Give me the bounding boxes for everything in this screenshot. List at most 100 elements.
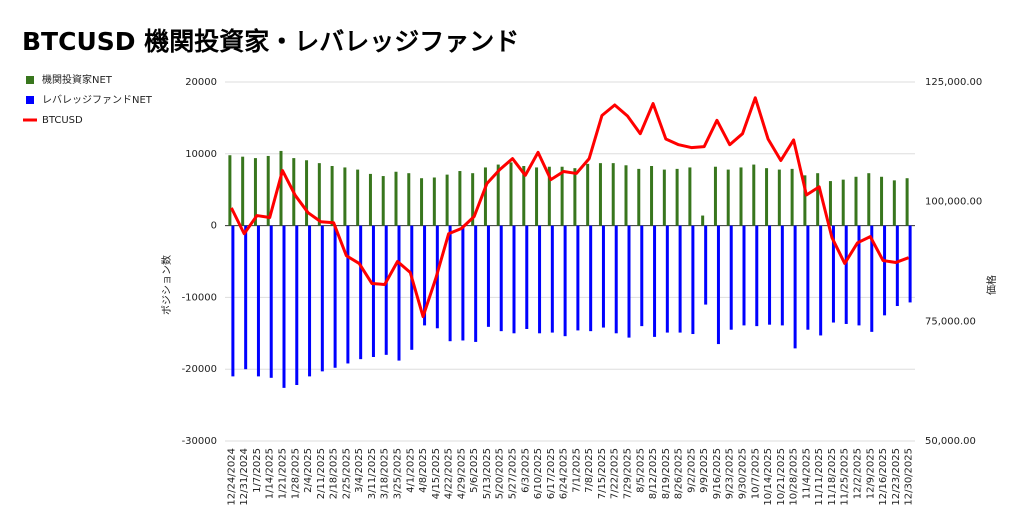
y-tick-label: -20000 (182, 364, 217, 375)
legend-label: レバレッジファンドNET (42, 94, 153, 106)
legend-swatch (26, 76, 34, 84)
bar (870, 225, 874, 332)
x-tick-label: 7/1/2025 (571, 448, 582, 493)
x-tick-label: 11/18/2025 (827, 448, 838, 506)
bar (483, 167, 487, 226)
bar (461, 225, 465, 341)
bar (678, 225, 682, 333)
bar (614, 225, 618, 334)
bar (269, 225, 273, 378)
x-tick-label: 1/28/2025 (290, 448, 301, 499)
bar (228, 155, 232, 226)
bar (384, 225, 388, 355)
x-tick-label: 1/21/2025 (278, 448, 289, 499)
x-tick-label: 12/30/2025 (904, 448, 915, 506)
x-tick-label: 8/26/2025 (674, 448, 685, 499)
bar (765, 168, 769, 226)
x-tick-label: 12/2/2025 (853, 448, 864, 499)
bar (343, 167, 347, 226)
bar (371, 225, 375, 357)
bar (790, 168, 794, 226)
bar (662, 169, 666, 226)
bar (522, 166, 526, 226)
bar (688, 167, 692, 226)
bar (828, 181, 832, 226)
x-tick-label: 4/15/2025 (431, 448, 442, 499)
y2-tick-label: 50,000.00 (925, 436, 976, 447)
bar (883, 225, 887, 316)
bar (726, 169, 730, 226)
bar (611, 163, 615, 226)
bar (432, 177, 436, 226)
x-tick-label: 11/25/2025 (840, 448, 851, 506)
bar (563, 225, 567, 337)
bar (410, 225, 414, 350)
bar (538, 225, 542, 334)
bar (892, 180, 896, 226)
bar (586, 163, 590, 226)
y-tick-label: -30000 (182, 436, 217, 447)
bar (231, 225, 235, 377)
x-tick-label: 4/22/2025 (444, 448, 455, 499)
bar (423, 225, 427, 326)
line (230, 96, 910, 319)
bar (806, 225, 810, 330)
x-tick-label: 4/1/2025 (405, 448, 416, 493)
bar (627, 225, 631, 338)
bar (320, 225, 324, 372)
x-tick-label: 3/18/2025 (380, 448, 391, 499)
x-tick-label: 10/7/2025 (750, 448, 761, 499)
x-tick-label: 12/31/2024 (239, 448, 250, 506)
x-tick-label: 2/25/2025 (341, 448, 352, 499)
bar (458, 171, 462, 226)
bar (841, 179, 845, 226)
bar (308, 225, 312, 377)
x-tick-label: 8/12/2025 (648, 448, 659, 499)
bar (499, 225, 503, 332)
bar (330, 166, 334, 226)
y-tick-label: 20000 (185, 77, 217, 88)
x-tick-label: 6/10/2025 (533, 448, 544, 499)
x-tick-label: 7/15/2025 (597, 448, 608, 499)
bar (819, 225, 823, 336)
x-tick-label: 5/27/2025 (508, 448, 519, 499)
bar (253, 158, 257, 226)
bar (768, 225, 772, 325)
y-axis-label: ポジション数 (160, 255, 173, 315)
bar (831, 225, 835, 323)
x-tick-label: 9/9/2025 (699, 448, 710, 493)
bar (713, 166, 717, 226)
bar (637, 168, 641, 226)
x-tick-label: 10/14/2025 (763, 448, 774, 506)
legend-label: BTCUSD (42, 115, 83, 126)
x-tick-label: 2/18/2025 (329, 448, 340, 499)
bar (905, 178, 909, 226)
x-tick-label: 5/6/2025 (469, 448, 480, 493)
bar (359, 225, 363, 360)
bar (244, 225, 248, 370)
x-tick-label: 10/28/2025 (789, 448, 800, 506)
x-tick-label: 7/29/2025 (623, 448, 634, 499)
bar (867, 173, 871, 226)
bar (474, 225, 478, 342)
bar (589, 225, 593, 332)
x-tick-label: 3/11/2025 (367, 448, 378, 499)
bar (716, 225, 720, 345)
x-tick-label: 7/8/2025 (584, 448, 595, 493)
bar (512, 225, 516, 334)
x-tick-label: 5/20/2025 (495, 448, 506, 499)
bar (471, 173, 475, 226)
y2-tick-label: 125,000.00 (925, 77, 982, 88)
x-tick-label: 1/7/2025 (252, 448, 263, 493)
x-tick-label: 9/30/2025 (738, 448, 749, 499)
bar (665, 225, 669, 333)
bar (535, 167, 539, 226)
x-tick-label: 3/4/2025 (354, 448, 365, 493)
bar (803, 175, 807, 226)
bar (650, 166, 654, 226)
bar (560, 166, 564, 226)
bar (295, 225, 299, 385)
bar (844, 225, 848, 324)
x-tick-label: 2/11/2025 (316, 448, 327, 499)
bar (752, 164, 756, 226)
